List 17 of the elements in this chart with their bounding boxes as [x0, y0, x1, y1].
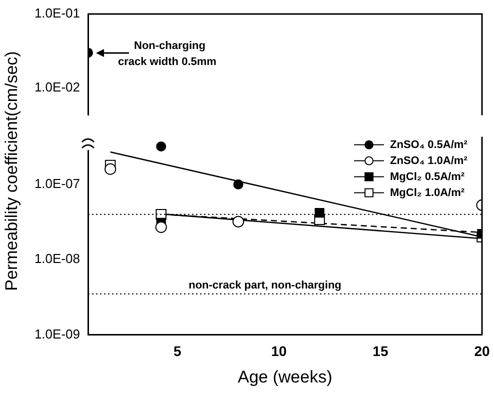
y-tick-label: 1.0E-07 — [34, 176, 80, 192]
x-tick-label: 15 — [372, 343, 388, 360]
ref-line-label: non-crack part, non-charging — [188, 279, 342, 292]
x-axis-title: Age (weeks) — [238, 367, 332, 386]
legend-label: MgCl₂ 1.0A/m² — [390, 186, 465, 199]
y-tick-label: 1.0E-02 — [34, 80, 80, 95]
x-tick-label: 20 — [474, 343, 490, 360]
legend-label: MgCl₂ 0.5A/m² — [390, 170, 465, 183]
y-tick-label: 1.0E-08 — [34, 251, 80, 266]
y-tick-label: 1.0E-09 — [34, 326, 80, 342]
annotation: Non-charging crack width 0.5mm — [118, 40, 217, 68]
x-tick-label: 10 — [271, 343, 287, 360]
y-tick-label: 1.0E-01 — [34, 6, 80, 21]
y-axis-title: Permeability coefficient(cm/sec) — [2, 51, 22, 291]
legend-label: ZnSO₄ 1.0A/m² — [390, 154, 468, 167]
legend-label: ZnSO₄ 0.5A/m² — [390, 138, 468, 151]
x-tick-label: 5 — [173, 343, 182, 360]
